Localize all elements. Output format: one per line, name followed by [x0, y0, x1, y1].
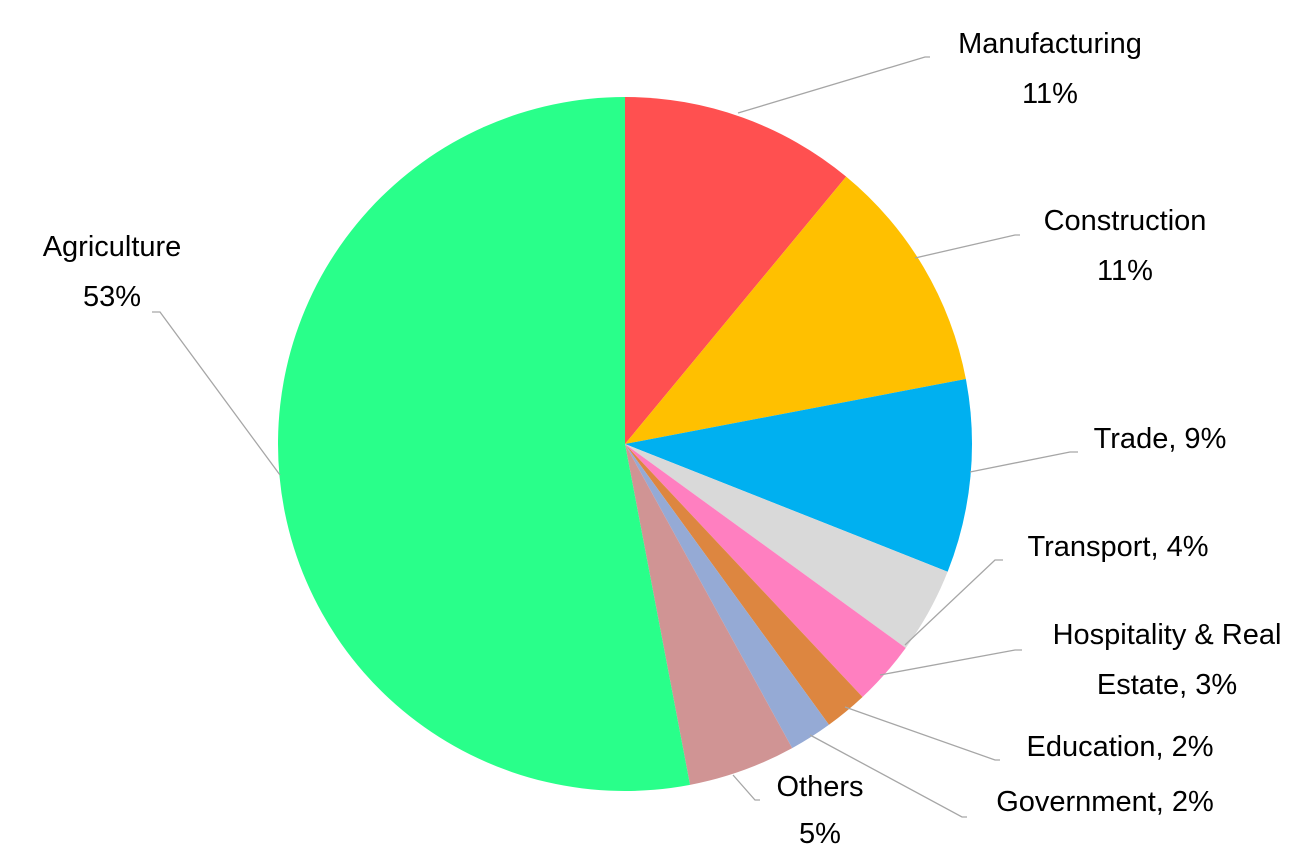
data-label: Manufacturing 11%: [958, 28, 1142, 110]
leader-line: [732, 774, 760, 801]
data-label: Agriculture 53%: [43, 231, 182, 313]
pie-slice: [625, 378, 972, 572]
pie-slice: [625, 444, 829, 749]
data-label: Trade, 9%: [1094, 423, 1227, 455]
data-label: Hospitality & Real Estate, 3%: [1053, 619, 1282, 701]
pie-slice: [625, 444, 863, 725]
pie-slice: [625, 444, 793, 785]
leader-line: [914, 234, 1020, 259]
data-label: Construction 11%: [1044, 205, 1207, 287]
leader-line: [904, 559, 1003, 646]
leader-line: [879, 649, 1022, 676]
leader-line: [809, 734, 967, 818]
pie-slice: [625, 444, 948, 648]
leader-line: [969, 451, 1078, 473]
data-label: Others 5%: [776, 771, 863, 850]
data-label: Transport, 4%: [1027, 531, 1208, 563]
data-label: Government, 2%: [996, 786, 1214, 818]
leader-line: [844, 706, 1000, 761]
pie-slice: [625, 176, 966, 445]
data-label: Education, 2%: [1026, 731, 1213, 763]
pie-slice: [625, 97, 847, 444]
pie-slice: [277, 97, 691, 792]
leader-line: [152, 311, 281, 476]
leader-line: [737, 56, 930, 114]
pie-slice: [625, 444, 906, 697]
